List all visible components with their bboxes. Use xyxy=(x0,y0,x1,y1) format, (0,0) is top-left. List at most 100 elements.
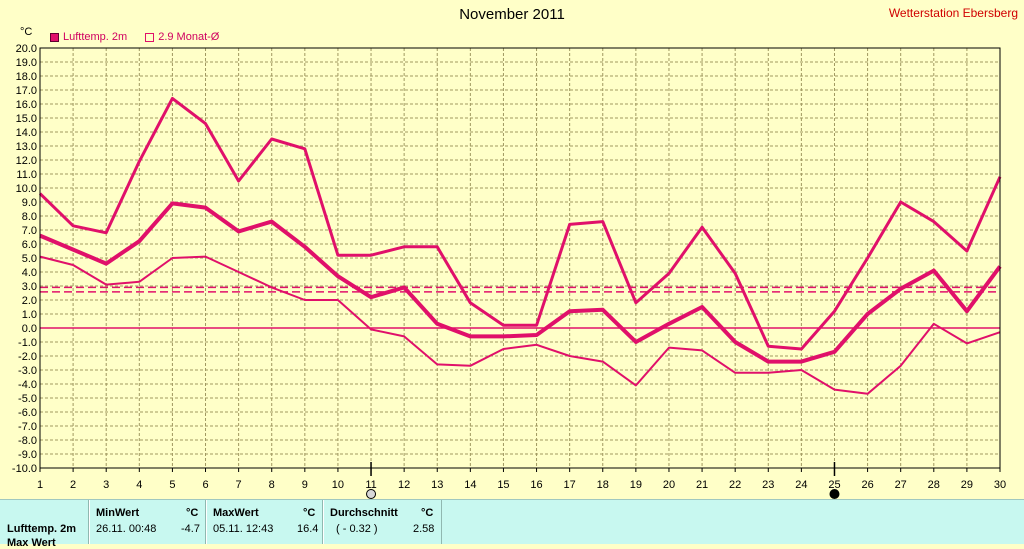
stats-panel: Lufttemp. 2m Max Wert MinWert °C 26.11. … xyxy=(0,499,1024,549)
legend-item-lufttemp[interactable]: Lufttemp. 2m xyxy=(50,31,127,43)
y-tick-label: 17.0 xyxy=(16,85,37,97)
y-tick-label: -2.0 xyxy=(18,351,37,363)
stats-row-label-2: Max Wert xyxy=(7,537,56,549)
y-tick-label: -10.0 xyxy=(12,463,37,475)
x-tick-label: 27 xyxy=(895,479,907,491)
stats-min-value: -4.7 xyxy=(181,523,200,535)
stats-avg-column: Durchschnitt °C ( - 0.32 ) 2.58 xyxy=(323,500,442,544)
stats-max-header: MaxWert xyxy=(213,507,259,519)
x-tick-label: 29 xyxy=(961,479,973,491)
series-line-max xyxy=(38,96,1002,351)
stats-max-date: 05.11. 12:43 xyxy=(213,523,274,535)
legend-item-monatsmittel[interactable]: 2.9 Monat-Ø xyxy=(145,31,219,43)
stats-row-label: Lufttemp. 2m xyxy=(7,523,77,535)
x-tick-label: 2 xyxy=(70,479,76,491)
y-tick-label: 19.0 xyxy=(16,57,37,69)
x-tick-label: 6 xyxy=(202,479,208,491)
y-tick-labels: 20.0 19.0 18.0 17.0 16.0 15.0 14.0 13.0 12.0 11.0… xyxy=(12,43,37,475)
stats-avg-note: ( - 0.32 ) xyxy=(336,523,378,535)
y-tick-label: 4.0 xyxy=(22,267,37,279)
y-tick-label: 3.0 xyxy=(22,281,37,293)
x-tick-label: 21 xyxy=(696,479,708,491)
legend: Lufttemp. 2m 2.9 Monat-Ø xyxy=(50,31,219,43)
y-tick-label: 18.0 xyxy=(16,71,37,83)
y-tick-label: 7.0 xyxy=(22,225,37,237)
y-tick-label: -6.0 xyxy=(18,407,37,419)
plot-frame xyxy=(39,47,1001,469)
y-tick-label: 6.0 xyxy=(22,239,37,251)
x-tick-label: 19 xyxy=(630,479,642,491)
y-tick-label: -4.0 xyxy=(18,379,37,391)
series-lines xyxy=(38,96,1002,395)
y-tick-label: 2.0 xyxy=(22,295,37,307)
legend-swatch-filled-icon xyxy=(50,32,59,42)
y-tick-label: 0.0 xyxy=(22,323,37,335)
x-tick-label: 24 xyxy=(795,479,807,491)
x-tick-label: 14 xyxy=(464,479,476,491)
x-tick-label: 3 xyxy=(103,479,109,491)
y-tick-label: 15.0 xyxy=(16,113,37,125)
stats-min-header: MinWert xyxy=(96,507,140,519)
x-tick-label: 4 xyxy=(136,479,142,491)
y-tick-label: -8.0 xyxy=(18,435,37,447)
y-tick-label: 13.0 xyxy=(16,141,37,153)
x-tick-label: 22 xyxy=(729,479,741,491)
x-tick-label: 20 xyxy=(663,479,675,491)
x-tick-label: 11 xyxy=(365,479,376,491)
y-tick-label: 8.0 xyxy=(22,211,37,223)
x-tick-label: 12 xyxy=(398,479,410,491)
stats-max-column: MaxWert °C 05.11. 12:43 16.4 xyxy=(206,500,323,544)
x-tick-label: 16 xyxy=(530,479,542,491)
series-line-mean xyxy=(39,201,1002,364)
x-tick-label: 18 xyxy=(597,479,609,491)
y-tick-label: 12.0 xyxy=(16,155,37,167)
y-tick-label: 16.0 xyxy=(16,99,37,111)
x-tick-label: 10 xyxy=(332,479,344,491)
x-tick-label: 13 xyxy=(431,479,443,491)
grid xyxy=(39,47,1001,469)
stats-avg-unit: °C xyxy=(421,507,434,519)
x-tick-label: 7 xyxy=(236,479,242,491)
x-tick-label: 23 xyxy=(762,479,774,491)
reference-lines xyxy=(40,286,1000,329)
chart-title: November 2011 xyxy=(459,6,565,23)
new-moon-icon xyxy=(829,489,840,499)
stats-max-value: 16.4 xyxy=(297,523,319,535)
legend-swatch-hollow-icon xyxy=(145,32,155,42)
x-tick-label: 8 xyxy=(269,479,275,491)
x-tick-label: 9 xyxy=(302,479,308,491)
y-tick-label: 10.0 xyxy=(16,183,37,195)
y-tick-label: -9.0 xyxy=(18,449,37,461)
stats-avg-value: 2.58 xyxy=(413,523,435,535)
stats-min-unit: °C xyxy=(186,507,199,519)
series-line-min xyxy=(39,255,1001,395)
moon-first-quarter-icon xyxy=(366,489,377,499)
x-tick-label: 5 xyxy=(169,479,175,491)
y-tick-label: 14.0 xyxy=(16,127,37,139)
y-tick-label: 20.0 xyxy=(16,43,37,55)
moon-markers xyxy=(366,462,840,499)
x-tick-label: 17 xyxy=(564,479,576,491)
stats-max-unit: °C xyxy=(303,507,316,519)
y-tick-label: 9.0 xyxy=(22,197,37,209)
stats-min-column: MinWert °C 26.11. 00:48 -4.7 xyxy=(89,500,206,544)
x-tick-label: 15 xyxy=(497,479,509,491)
legend-label-lufttemp: Lufttemp. 2m xyxy=(63,31,128,43)
temperature-chart: 20.019.018.017.016.015.014.013.012.011.0… xyxy=(12,43,1006,499)
x-tick-labels: 1 2 3 4 5 6 7 8 9 10 11 12 13 14 15 16 17 18 19 20 21 22 23 24 2… xyxy=(37,468,1006,491)
y-tick-label: -5.0 xyxy=(18,393,37,405)
y-tick-label: 5.0 xyxy=(22,253,37,265)
x-tick-label: 1 xyxy=(37,479,43,491)
stats-min-date: 26.11. 00:48 xyxy=(96,523,157,535)
y-tick-label: -3.0 xyxy=(18,365,37,377)
y-tick-label: 1.0 xyxy=(22,309,37,321)
y-tick-label: -1.0 xyxy=(18,337,37,349)
station-name: Wetterstation Ebersberg xyxy=(888,6,1018,20)
x-tick-label: 25 xyxy=(828,479,840,491)
x-tick-label: 28 xyxy=(928,479,940,491)
y-unit-label: °C xyxy=(20,26,33,38)
x-tick-label: 30 xyxy=(994,479,1006,491)
stats-avg-header: Durchschnitt xyxy=(330,507,398,519)
x-tick-label: 26 xyxy=(861,479,873,491)
y-tick-label: 11.0 xyxy=(16,169,37,181)
